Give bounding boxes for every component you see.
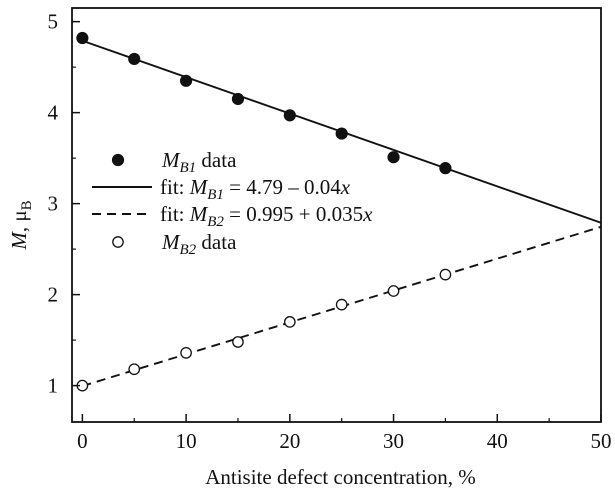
legend-marker-mb2-data <box>112 236 124 248</box>
mb1-data-point <box>231 92 245 106</box>
y-tick-label-1: 1 <box>48 374 59 398</box>
y-tick-label-3: 3 <box>48 192 59 216</box>
x-tick-label-40: 40 <box>487 429 508 453</box>
mb1-data-point <box>128 52 141 66</box>
mb1-data-point <box>283 109 296 122</box>
x-tick-label-30: 30 <box>383 429 404 453</box>
legend-label-mb2-fit: fit: MB2 = 0.995 + 0.035x <box>160 202 373 230</box>
mb1-data-point <box>387 151 400 164</box>
y-axis-unit: μ <box>7 210 31 221</box>
y-tick-label-5: 5 <box>48 10 59 34</box>
y-tick-label-2: 2 <box>48 283 59 307</box>
x-tick-label-10: 10 <box>176 429 197 453</box>
plot-frame <box>71 7 602 423</box>
mb1-data-point <box>439 162 452 175</box>
mb2-data-point <box>335 298 348 311</box>
mb2-data-point <box>387 285 400 297</box>
x-axis-label: Antisite defect concentration, % <box>205 465 476 489</box>
y-axis-label: M, μB <box>7 200 35 250</box>
mb2-data-point <box>439 268 452 281</box>
legend-label-mb1-fit: fit: MB1 = 4.79 – 0.04x <box>160 175 351 203</box>
y-axis-symbol: M <box>7 231 31 251</box>
y-axis-unit-subscript: B <box>19 200 35 210</box>
series-layer <box>76 31 602 392</box>
mb2-data-point <box>283 316 296 328</box>
mb2-data-point <box>128 363 141 376</box>
x-tick-label-20: 20 <box>279 429 300 453</box>
legend-marker-mb1-data <box>111 153 125 167</box>
legend-label-mb2-data: MB2 data <box>161 230 237 258</box>
legend-label-mb1-data: MB1 data <box>161 148 237 176</box>
mb1-data-point <box>335 127 348 140</box>
mb2-data-point <box>180 346 192 359</box>
ticks-layer: 0 10 20 30 40 50 1 2 3 4 5 <box>48 10 612 453</box>
x-tick-label-0: 0 <box>77 429 88 453</box>
x-tick-label-50: 50 <box>591 429 612 453</box>
mb1-data-point <box>179 74 193 87</box>
mb1-data-point <box>76 31 89 45</box>
y-tick-label-4: 4 <box>48 101 59 125</box>
mb2-data-point <box>232 336 244 348</box>
